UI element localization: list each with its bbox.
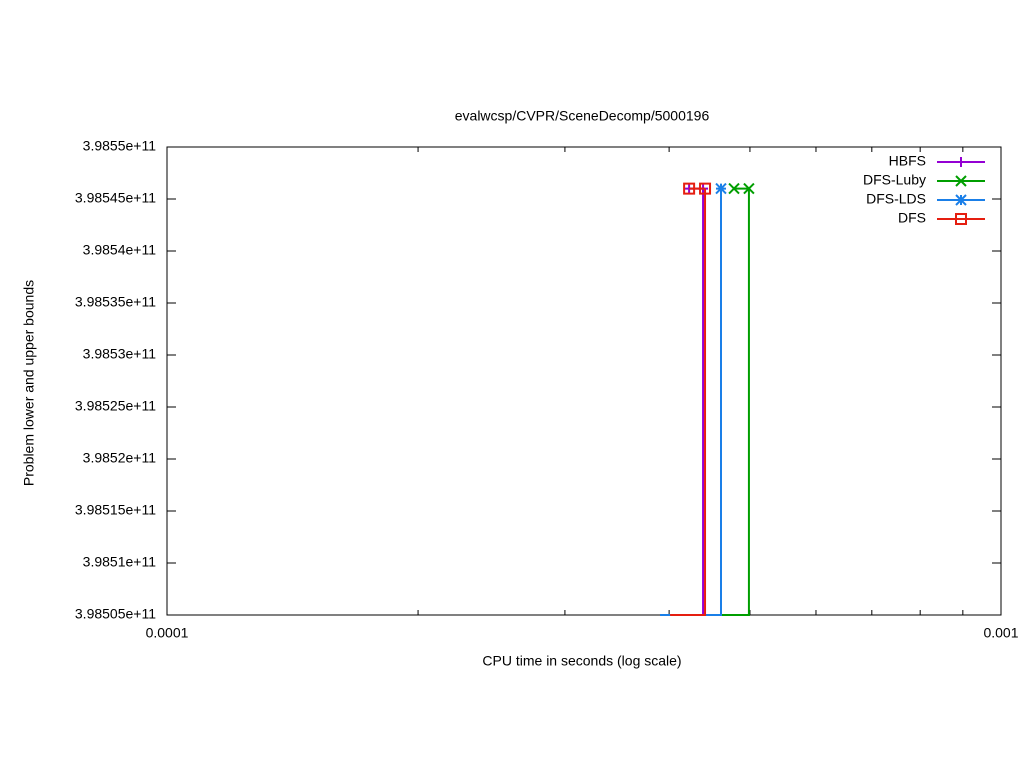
series-line [670, 188, 707, 616]
legend-marker [955, 175, 967, 187]
chart-title: evalwcsp/CVPR/SceneDecomp/5000196 [455, 108, 710, 124]
y-tick-label: 3.98505e+11 [75, 606, 156, 622]
legend-marker [955, 213, 967, 225]
marker [683, 182, 696, 195]
y-tick-label: 3.9854e+11 [83, 242, 157, 258]
marker [728, 182, 740, 195]
y-tick-label: 3.9852e+11 [83, 450, 157, 466]
legend-label: DFS-LDS [866, 191, 926, 207]
legend-label: DFS [898, 210, 926, 226]
legend-marker [955, 194, 967, 206]
legend-label: DFS-Luby [863, 172, 926, 188]
y-axis-label: Problem lower and upper bounds [21, 280, 37, 486]
y-tick-label: 3.9853e+11 [83, 346, 157, 362]
y-tick-label: 3.98545e+11 [75, 190, 156, 206]
marker [699, 182, 712, 195]
legend-label: HBFS [889, 153, 926, 169]
y-tick-label: 3.98535e+11 [75, 294, 156, 310]
plot-frame [166, 146, 1002, 616]
y-tick-label: 3.98515e+11 [75, 502, 156, 518]
x-tick-label: 0.0001 [146, 625, 189, 641]
marker [743, 182, 755, 195]
x-axis-label: CPU time in seconds (log scale) [482, 653, 681, 669]
y-tick-label: 3.9855e+11 [83, 138, 157, 154]
marker [715, 182, 727, 195]
y-tick-label: 3.98525e+11 [75, 398, 156, 414]
legend-marker [956, 157, 966, 167]
x-tick-label: 0.001 [983, 625, 1018, 641]
y-tick-label: 3.9851e+11 [83, 554, 157, 570]
